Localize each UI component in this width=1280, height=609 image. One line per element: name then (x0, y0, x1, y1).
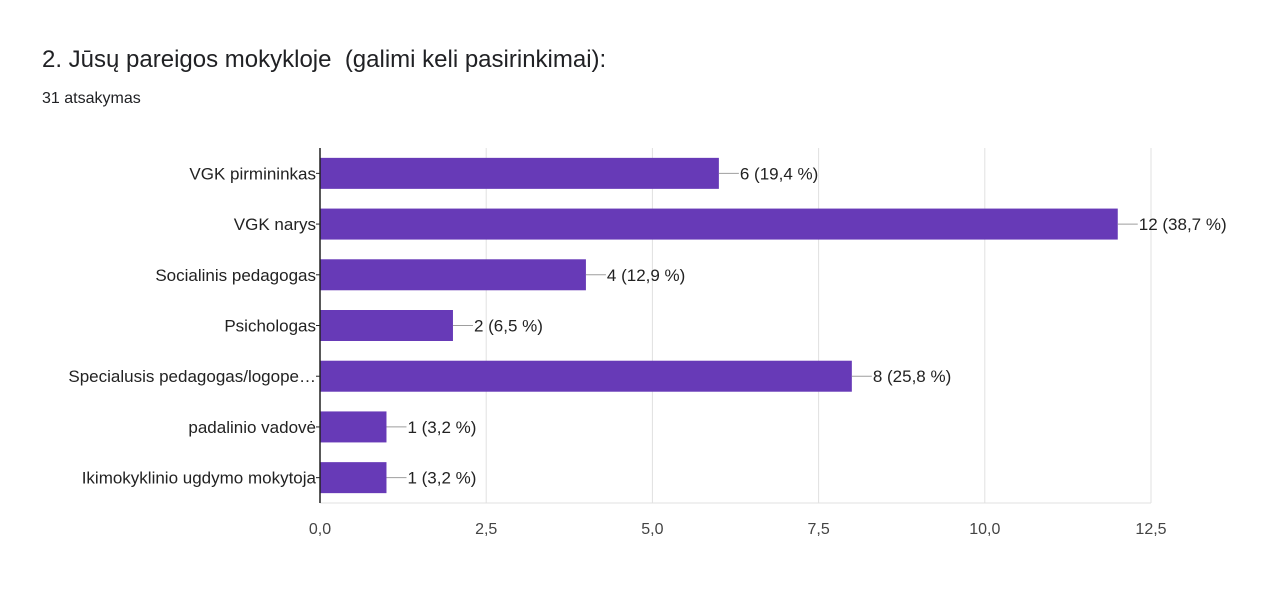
bar[interactable] (320, 208, 1118, 240)
category-label: Specialusis pedagogas/logope… (68, 367, 316, 386)
x-tick-label: 2,5 (475, 521, 497, 538)
x-tick-label: 5,0 (641, 521, 663, 538)
category-label: Socialinis pedagogas (155, 266, 316, 285)
axes (316, 148, 321, 503)
question-title: 2. Jūsų pareigos mokykloje (galimi keli … (42, 46, 607, 73)
data-label: 4 (12,9 %) (607, 266, 685, 285)
bars (320, 157, 1118, 494)
grid-lines (320, 148, 1152, 504)
data-label: 8 (25,8 %) (873, 367, 951, 386)
data-label: 6 (19,4 %) (740, 164, 818, 183)
bar[interactable] (320, 360, 852, 392)
data-label: 2 (6,5 %) (474, 317, 543, 336)
category-label: Psichologas (224, 317, 316, 336)
x-tick-label: 0,0 (309, 521, 331, 538)
bar[interactable] (320, 259, 586, 291)
bar[interactable] (320, 310, 453, 341)
category-label: VGK pirmininkas (189, 164, 316, 183)
bar[interactable] (320, 462, 387, 494)
bar[interactable] (320, 411, 387, 443)
x-tick-label: 7,5 (807, 521, 829, 538)
labels: 0,0 2,5 5,0 7,5 10,0 12,5 VGK pirmininkas 6 (19… (68, 164, 1226, 538)
response-count: 31 atsakymas (42, 90, 141, 107)
data-label: 12 (38,7 %) (1139, 215, 1227, 234)
category-label: padalinio vadovė (188, 418, 316, 437)
bar[interactable] (320, 157, 719, 189)
category-label: VGK narys (234, 215, 316, 234)
x-tick-label: 12,5 (1135, 521, 1166, 538)
category-label: Ikimokyklinio ugdymo mokytoja (82, 469, 317, 488)
data-label: 1 (3,2 %) (407, 418, 476, 437)
data-label: 1 (3,2 %) (407, 469, 476, 488)
x-tick-label: 10,0 (969, 521, 1000, 538)
